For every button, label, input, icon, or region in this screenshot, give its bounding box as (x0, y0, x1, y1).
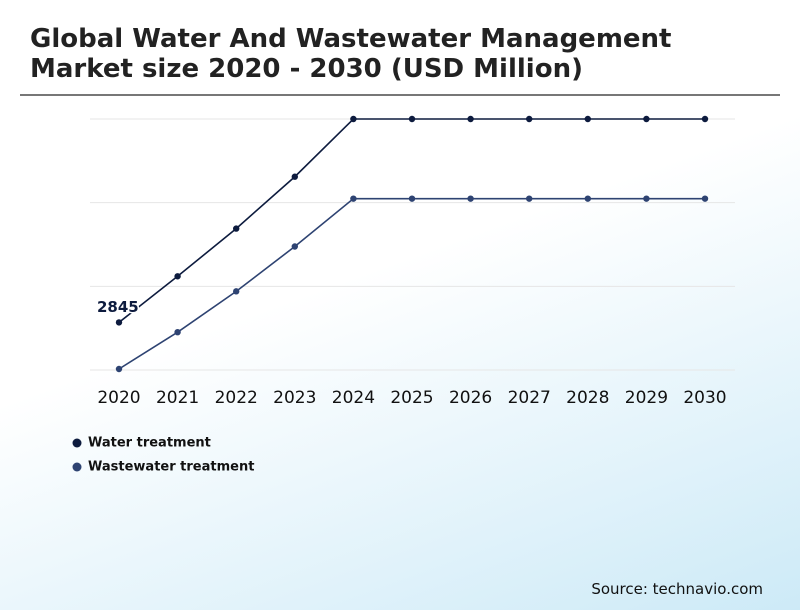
data-point (350, 115, 357, 123)
x-tick-label: 2021 (156, 388, 199, 408)
x-tick-label: 2029 (625, 388, 668, 408)
data-point (291, 173, 298, 180)
data-point (174, 328, 181, 336)
data-point (174, 273, 181, 280)
data-point (467, 115, 474, 123)
source: Source: technavio.com (591, 580, 763, 598)
data-point (584, 115, 591, 123)
data-point (467, 195, 474, 202)
data-point (701, 115, 709, 123)
data-point (291, 243, 298, 250)
x-tick-label: 2023 (273, 388, 316, 408)
data-point (643, 115, 650, 123)
title-rule (20, 94, 780, 96)
data-point (233, 225, 240, 232)
data-point (701, 195, 709, 202)
data-point (526, 195, 533, 202)
x-tick-label: 2022 (215, 388, 258, 408)
data-point (408, 115, 416, 123)
data-point (643, 195, 650, 202)
legend-label: Water treatment (88, 436, 211, 451)
x-tick-label: 2028 (566, 388, 609, 408)
legend-marker (72, 438, 82, 448)
data-point (115, 319, 123, 326)
series-line (118, 197, 705, 370)
data-point (350, 195, 357, 202)
data-point (584, 195, 591, 202)
data-point (233, 288, 240, 295)
x-tick-label: 2027 (508, 388, 551, 408)
data-point (115, 365, 123, 373)
x-tick-label: 2026 (449, 388, 492, 408)
x-tick-label: 2024 (332, 388, 375, 408)
data-point (408, 195, 416, 202)
data-label: 2845 (97, 298, 139, 316)
legend-marker (72, 462, 82, 472)
chart-title: Global Water And Wastewater Management M… (30, 24, 672, 84)
data-point (526, 115, 533, 123)
x-tick-label: 2025 (390, 388, 433, 408)
legend-label: Wastewater treatment (88, 460, 254, 475)
x-tick-label: 2020 (97, 388, 140, 408)
series-line (118, 118, 705, 324)
x-tick-label: 2030 (683, 388, 726, 408)
